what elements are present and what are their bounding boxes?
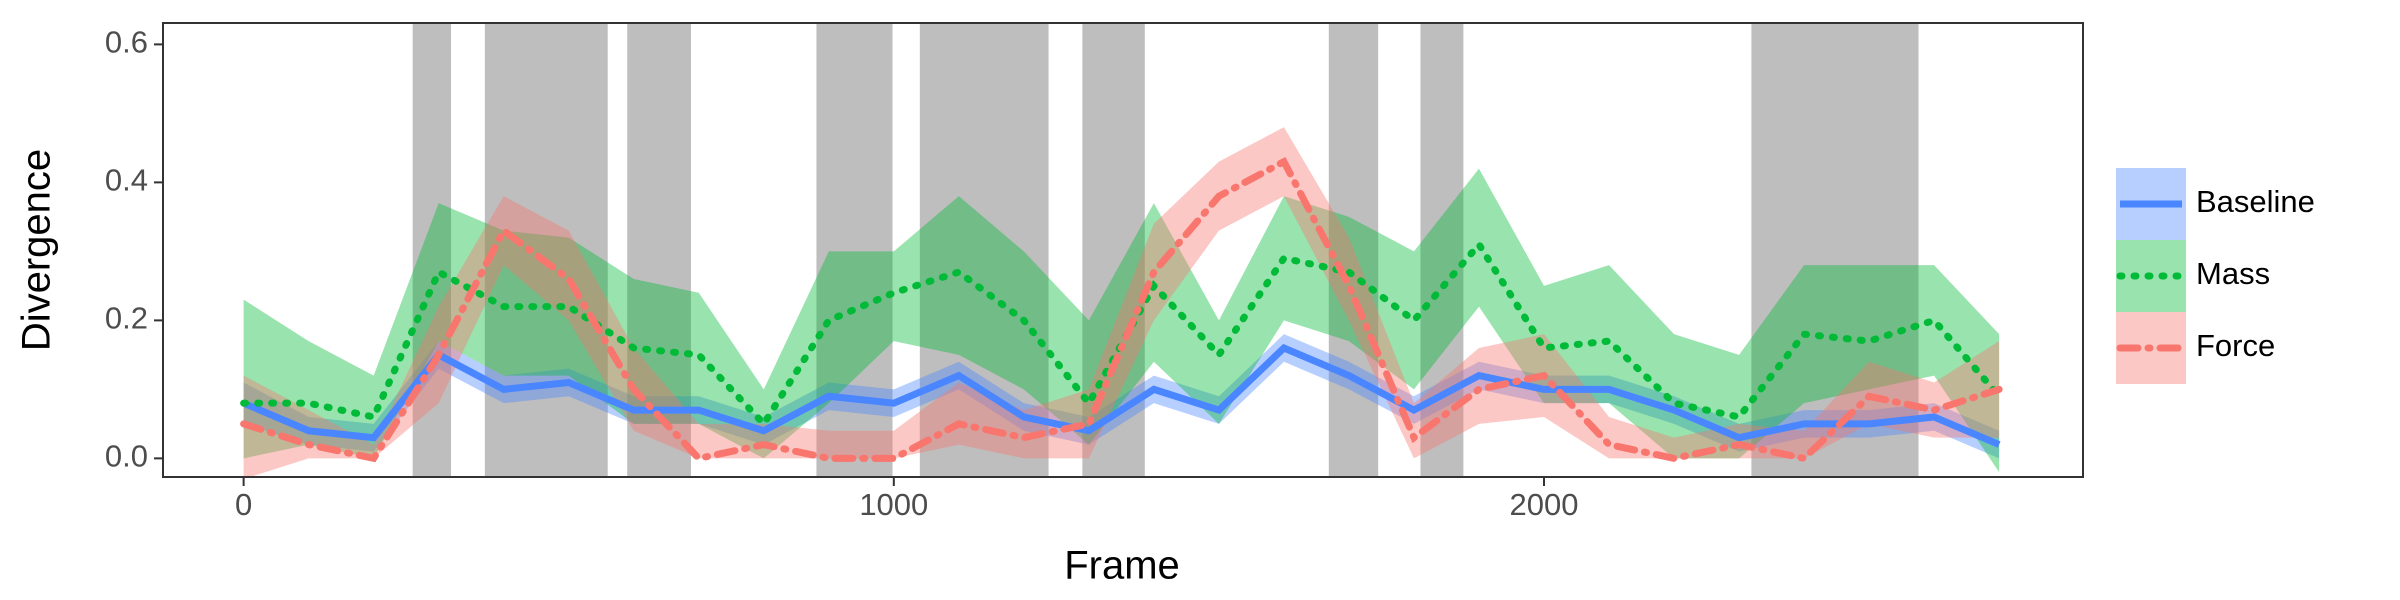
shaded-region <box>627 23 691 477</box>
legend-entry: Baseline <box>2116 168 2315 240</box>
legend-label: Baseline <box>2196 184 2315 219</box>
series-line <box>240 156 2003 463</box>
x-tick-label: 2000 <box>1510 487 1579 522</box>
x-tick-label: 1000 <box>859 487 928 522</box>
shaded-region <box>412 23 452 477</box>
shaded-region <box>919 23 1049 477</box>
legend-entry: Mass <box>2116 240 2270 312</box>
panel-border <box>162 22 2084 478</box>
series-line <box>242 343 2001 448</box>
y-tick-label: 0.4 <box>105 163 148 198</box>
legend-label: Mass <box>2196 256 2270 291</box>
legend-label: Force <box>2196 328 2275 363</box>
y-tick-label: 0.2 <box>105 301 148 336</box>
shaded-region <box>1751 23 1919 477</box>
confidence-ribbon <box>243 334 2000 459</box>
y-axis-title: Divergence <box>15 149 59 351</box>
plot-area <box>240 23 2003 477</box>
y-tick-label: 0.6 <box>105 25 148 60</box>
y-tick-label: 0.0 <box>105 439 148 474</box>
legend-entry: Force <box>2116 312 2275 384</box>
x-tick-label: 0 <box>235 487 252 522</box>
shaded-region <box>1328 23 1379 477</box>
x-axis-title: Frame <box>1064 544 1180 588</box>
shaded-region <box>484 23 608 477</box>
